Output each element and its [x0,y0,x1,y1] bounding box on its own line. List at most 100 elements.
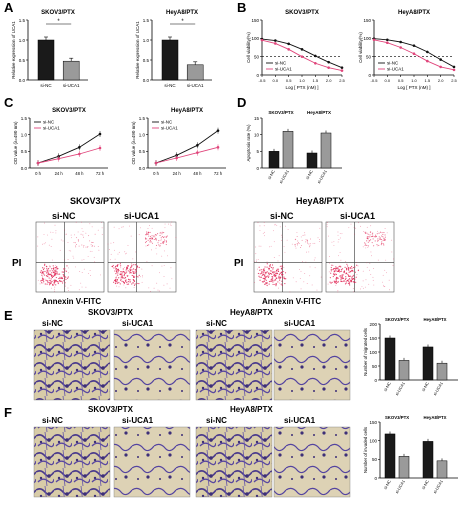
flow-plot-3-event [281,266,283,268]
flow-plot-4-apoptotic-event [366,236,368,238]
flow-plot-2-apoptotic-event [148,235,150,237]
chart-d-ylabel: Apoptosis rate (%) [246,124,251,162]
chart-a-2-sig-label: * [181,19,184,25]
flow-plot-1-event [41,282,43,284]
flow-plot-3-event [262,281,264,283]
flow-plot-4-event [366,266,368,268]
f-cond-2: si-UCA1 [122,416,154,425]
flow-plot-2-apoptotic-event [165,241,168,243]
flow-plot-4-event [333,271,335,273]
flow-plot-3-event [272,230,274,232]
flow-plot-1-event [47,270,49,272]
flow-plot-2-event [118,251,120,253]
flow-plot-4-apoptotic-event [372,238,374,240]
panel-letter-a: A [4,0,14,15]
flow-plot-3-event [254,260,256,262]
chart-f-category-label: si-UCA1 [432,478,444,494]
flow-plot-1-event [67,287,69,289]
flow-plot-3-event [283,266,285,268]
flow-plot-2-event [130,272,132,274]
chart-b-2-point [439,58,442,61]
flow-plot-4-apoptotic-event [369,234,371,236]
flow-plot-2-event [113,226,115,228]
flow-plot-4-event [331,281,333,283]
flow-plot-1-event [87,256,89,257]
flow-plot-4-event [341,277,343,279]
flow-plot-4-event [349,267,351,270]
flow-plot-2-event [123,284,125,286]
flow-plot-1-event [39,283,41,285]
flow-plot-1-event [56,271,58,273]
flow-plot-4-apoptotic-event [383,239,385,241]
flow-plot-1-event [45,242,46,244]
flow-plot-1-event [46,283,48,285]
flow-plot-2-event [135,264,137,266]
flow-plot-3-event [279,272,281,274]
panel-letter-c: C [4,95,14,110]
flow-plot-3-event [272,268,274,270]
chart-b-1-ytick-label: 100 [251,36,259,41]
flow-plot-2-event [163,275,165,277]
flow-plot-3-event [272,281,274,283]
flow-plot-2-event [151,265,153,267]
flow-plot-4-event [351,269,353,271]
flow-plot-2-event [119,263,121,265]
chart-a-2-ytick-label: 0.5 [143,58,150,63]
flow-plot-4-event [335,266,337,268]
flow-plot-4-event [340,259,342,261]
flow-plot-3-event [272,267,274,269]
flow-plot-4-event [330,270,332,272]
flow-plot-2-apoptotic-event [159,234,161,237]
chart-d-category-label: si-UCA1 [316,168,328,184]
flow-plot-4-apoptotic-event [366,238,368,240]
flow-plot-4-event [348,227,350,229]
flow-plot-3-event [280,234,282,236]
chart-b-2-ytick-label: 100 [363,36,371,41]
flow-plot-2-event [124,251,126,253]
flow-plot-3-event [263,273,265,275]
flow-plot-1-event [83,268,85,270]
flow-plot-1-event [53,283,55,285]
flow-plot-1-event [43,267,45,269]
flow-plot-3-event [254,281,255,283]
flow-plot-1-event [42,271,44,273]
panel-letter-f: F [4,405,12,420]
flow-plot-3-event [268,273,270,276]
flow-plot-1-event [55,280,57,282]
flow-plot-4-apoptotic-event [364,232,366,234]
flow-plot-2-event [125,280,127,283]
flow-plot-2-event [124,271,126,273]
chart-e-bar [436,362,448,381]
flow-plot-4-event [373,268,375,270]
flow-plot-3-event [259,269,261,271]
chart-e-category-label: si-UCA1 [432,380,444,396]
flow-plot-2-event [131,269,133,271]
flow-plot-3-event [268,272,270,274]
flow-plot-3-event [263,272,265,274]
chart-f-ytick-label: 100 [369,438,377,443]
flow-plot-4-event [335,270,337,272]
flow-plot-4-event [352,278,355,280]
flow-plot-4-event [368,269,370,271]
flow-plot-4-apoptotic-event [367,233,369,235]
flow-plot-2-event [116,282,118,284]
flow-plot-2-event [138,274,140,276]
flow-plot-4-apoptotic-event [384,236,386,238]
flow-plot-3-apoptotic-event [301,239,303,241]
flow-plot-2-event [148,287,150,289]
chart-e-ylabel: Number of migrated cells [363,328,368,376]
flow-plot-2-event [122,271,124,273]
flow-cond-heya8-uca1: si-UCA1 [340,211,376,221]
flow-plot-2-event [115,279,117,282]
panel-letter-e: E [4,308,13,323]
flow-plot-4-event [351,267,353,269]
flow-plot-1-event [64,276,66,278]
flow-plot-1-apoptotic-event [77,239,79,241]
flow-plot-1-event [49,274,51,276]
flow-plot-1-event [60,239,62,241]
flow-plot-2-event [118,228,120,230]
flow-plot-2-apoptotic-event [162,237,164,239]
flow-plot-3-event [276,270,278,272]
flow-plot-3-event [306,251,307,253]
chart-e-ytick-label: 200 [369,322,377,327]
